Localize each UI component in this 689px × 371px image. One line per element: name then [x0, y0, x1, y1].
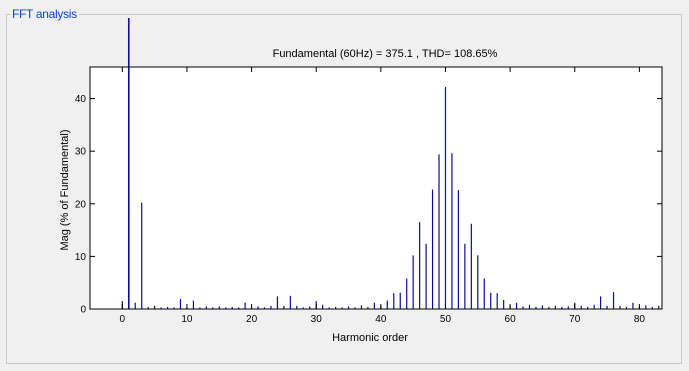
y-tick-label-10: 10 — [75, 252, 87, 263]
axes-background — [90, 67, 662, 309]
fft-analysis-panel — [6, 14, 682, 364]
y-tick-label-20: 20 — [75, 199, 87, 210]
y-tick-label-40: 40 — [75, 94, 87, 105]
axes-frame — [89, 66, 663, 310]
y-tick-label-0: 0 — [80, 305, 86, 316]
x-tick-label-80: 80 — [634, 314, 646, 325]
x-tick-label-10: 10 — [181, 314, 193, 325]
x-tick-label-40: 40 — [375, 314, 387, 325]
x-tick-label-30: 30 — [311, 314, 323, 325]
x-tick-label-70: 70 — [569, 314, 581, 325]
x-axis-label: Harmonic order — [332, 332, 408, 344]
y-tick-label-30: 30 — [75, 147, 87, 158]
y-axis-label: Mag (% of Fundamental) — [59, 129, 71, 250]
x-tick-label-50: 50 — [440, 314, 452, 325]
x-tick-label-20: 20 — [246, 314, 258, 325]
x-tick-label-0: 0 — [120, 314, 126, 325]
chart-title: Fundamental (60Hz) = 375.1 , THD= 108.65… — [273, 48, 498, 60]
ticks-group: 0 10 20 30 40 50 60 70 80 0 10 20 30 40 — [75, 67, 662, 325]
panel-title: FFT analysis — [10, 7, 79, 21]
x-tick-label-60: 60 — [505, 314, 517, 325]
